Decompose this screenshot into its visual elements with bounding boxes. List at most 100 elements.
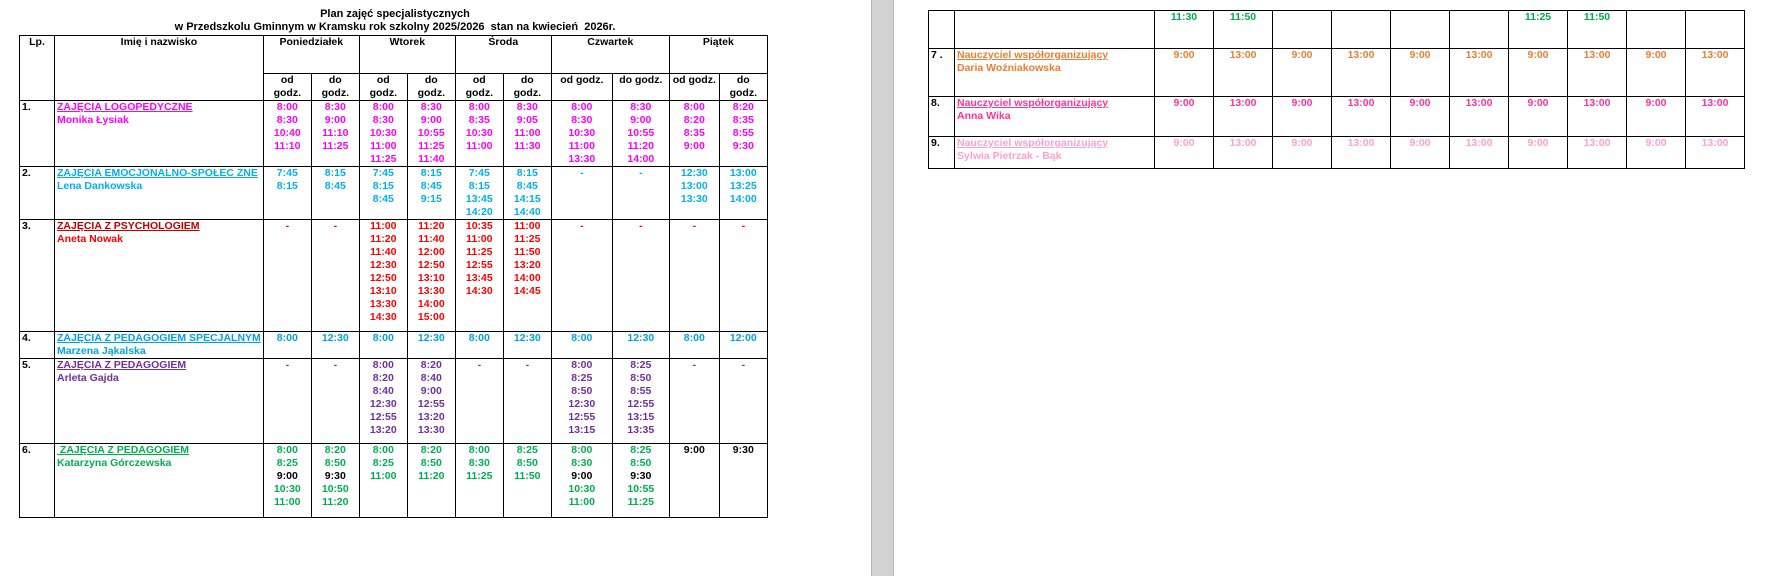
time-value: 11:50 [1229, 11, 1257, 24]
time-cell: 9:00 [1390, 96, 1450, 137]
time-value: 8:00 [372, 332, 394, 345]
page-1[interactable]: Plan zajęć specjalistycznych w Przedszko… [0, 0, 872, 576]
time-value: - [580, 167, 584, 180]
time-value: 11:25 [1524, 11, 1552, 24]
od-godz-header: od godz. [262, 73, 312, 101]
time-value: 13:15 [627, 411, 655, 423]
time-cell: - [611, 166, 670, 220]
time-value: 13:00 [1701, 49, 1729, 62]
time-cell: - [502, 358, 552, 444]
time-value: 11:20 [322, 496, 349, 508]
time-value: 9:00 [1409, 49, 1431, 62]
time-value: 11:00 [514, 127, 541, 139]
do-godz-header: do godz. [406, 73, 456, 101]
subject-title: ZAJĘCIA LOGOPEDYCZNE [57, 101, 193, 114]
time-cell: 8:00 [668, 331, 720, 359]
time-value: 12:55 [369, 411, 397, 423]
time-cell: 13:00 [1331, 136, 1391, 169]
time-cell: 12:30 [310, 331, 360, 359]
time-cell [1449, 10, 1509, 49]
schedule-row: 5. ZAJĘCIA Z PEDAGOGIEM Arleta Gajda - - 8:00… [19, 358, 768, 444]
time-cell: 9:30 [718, 443, 768, 518]
time-value: 8:15 [276, 180, 298, 192]
subject-cell: ZAJĘCIA Z PEDAGOGIEM SPECJALNYM Marzena J… [54, 331, 264, 359]
time-value: 8:25 [630, 444, 652, 457]
time-value: 10:30 [369, 127, 397, 139]
time-cell: 11:50 [1567, 10, 1627, 49]
time-value: 10:55 [417, 127, 445, 139]
day-header: Wtorek [358, 35, 456, 74]
time-value: 12:30 [568, 398, 596, 410]
time-value: - [285, 220, 290, 233]
time-value: 8:20 [420, 359, 442, 372]
teacher-name: Sylwia Pietrzak - Bąk [957, 150, 1062, 162]
time-value: 13:35 [627, 424, 655, 436]
time-cell: 12:30 13:00 13:30 [668, 166, 720, 220]
time-value: - [741, 220, 746, 233]
time-cell: 8:00 8:30 11:25 [454, 443, 504, 518]
time-value: 8:00 [276, 332, 298, 345]
time-value: 8:30 [516, 101, 538, 114]
time-value: 8:20 [372, 372, 394, 384]
time-cell: 8:00 8:20 8:35 9:00 [668, 100, 720, 167]
teacher-name: Marzena Jąkalska [57, 345, 146, 357]
time-value: 9:00 [571, 470, 593, 482]
row-number: 3. [19, 219, 55, 332]
time-value: 8:50 [630, 372, 652, 384]
time-value: 8:00 [372, 359, 394, 372]
time-value: 12:30 [369, 398, 397, 410]
time-value: 11:00 [466, 140, 493, 152]
time-value: 12:00 [729, 332, 757, 345]
od-godz-header: od godz. [668, 73, 720, 101]
subject-cell: ZAJĘCIA Z PSYCHOLOGIEM Aneta Nowak [54, 219, 264, 332]
time-cell: - [668, 358, 720, 444]
time-value: 8:55 [630, 385, 652, 397]
time-value: 11:40 [418, 233, 445, 245]
time-cell: 9:00 [1390, 136, 1450, 169]
time-value: 13:00 [1229, 97, 1257, 110]
time-cell: 13:00 [1567, 96, 1627, 137]
time-cell: 8:00 8:30 10:30 11:00 11:25 [358, 100, 408, 167]
time-cell: 8:25 8:50 11:50 [502, 443, 552, 518]
time-cell: 10:35 11:00 11:25 12:55 13:45 14:30 [454, 219, 504, 332]
time-cell: 9:00 [1154, 96, 1214, 137]
time-cell: 8:15 8:45 14:15 14:40 [502, 166, 552, 220]
time-cell: 11:30 [1154, 10, 1214, 49]
time-value: 9:00 [1291, 137, 1313, 150]
time-value: 10:30 [273, 483, 301, 495]
page-2[interactable]: 11:30 11:50 11:25 11:50 7 . Nauczyciel współo… [893, 0, 1768, 576]
time-cell: 7:45 8:15 13:45 14:20 [454, 166, 504, 220]
row-number: 9. [928, 136, 955, 169]
schedule-row: 8. Nauczyciel współorganizujący Anna Wika 9… [928, 96, 1745, 137]
time-value: 8:35 [468, 114, 490, 126]
time-cell: 13:00 [1449, 136, 1509, 169]
time-value: 8:20 [324, 444, 346, 457]
time-value: 13:00 [1347, 137, 1375, 150]
time-value: 8:25 [571, 372, 593, 384]
time-cell: 8:20 8:40 9:00 12:55 13:20 13:30 [406, 358, 456, 444]
time-cell: - [550, 219, 613, 332]
subject-title: ZAJĘCIA Z PSYCHOLOGIEM [57, 220, 200, 233]
time-cell: 9:00 [1626, 136, 1686, 169]
time-value: 9:00 [276, 470, 298, 482]
time-value: 12:00 [417, 246, 445, 258]
time-value: 9:00 [630, 114, 652, 126]
schedule-row: 11:30 11:50 11:25 11:50 [928, 10, 1745, 49]
time-value: 9:00 [1173, 49, 1195, 62]
time-cell: 8:00 8:20 8:40 12:30 12:55 13:20 [358, 358, 408, 444]
time-value: 10:55 [627, 483, 655, 495]
time-cell: - [310, 358, 360, 444]
time-value: 14:45 [513, 285, 541, 297]
subject-cell: Nauczyciel współorganizujący Daria Woźnia… [954, 48, 1155, 97]
time-value: 8:00 [372, 101, 394, 114]
time-value: 14:15 [513, 193, 541, 205]
time-cell: 8:30 9:00 10:55 11:25 11:40 [406, 100, 456, 167]
time-value: 11:00 [274, 496, 301, 508]
time-value: 8:15 [372, 180, 394, 192]
time-value: - [333, 220, 338, 233]
time-value: 7:45 [468, 167, 490, 180]
time-value: 11:25 [370, 153, 397, 165]
time-value: 13:20 [417, 411, 445, 423]
time-cell: 13:00 [1685, 48, 1745, 97]
schedule-row: 3. ZAJĘCIA Z PSYCHOLOGIEM Aneta Nowak - - 11:… [19, 219, 768, 332]
